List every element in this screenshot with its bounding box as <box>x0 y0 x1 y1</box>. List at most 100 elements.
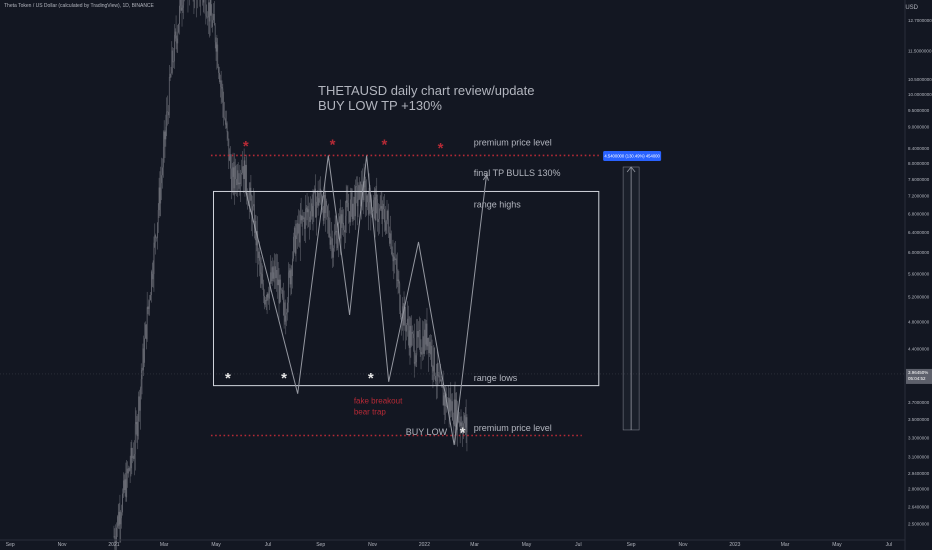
candle-body <box>239 182 241 184</box>
annotation-label: range highs <box>474 199 522 209</box>
price-tick-label: 11.5000000 <box>908 49 932 54</box>
candle-body <box>373 197 375 201</box>
candle-body <box>345 200 347 216</box>
candle-body <box>207 16 208 18</box>
candle-body <box>120 518 122 525</box>
candle-body <box>138 396 139 422</box>
candle-body <box>323 195 325 221</box>
asterisk-marker: * <box>460 425 466 442</box>
candle-body <box>284 315 286 322</box>
candle-body <box>393 256 395 262</box>
candle-body <box>448 397 450 412</box>
candle-body <box>222 88 224 103</box>
annotation-label: final TP BULLS 130% <box>474 168 561 178</box>
candle-body <box>258 251 259 259</box>
candle-body <box>355 186 356 217</box>
candle-body <box>321 194 322 208</box>
candle-body <box>454 399 456 427</box>
candle-body <box>409 325 411 348</box>
candle-body <box>248 195 250 206</box>
price-tick-label: 3.1000000 <box>908 455 930 460</box>
candle-body <box>219 72 220 82</box>
candle-body <box>282 297 284 301</box>
candle-body <box>292 258 293 277</box>
candle-body <box>179 0 181 6</box>
candle-body <box>398 279 400 284</box>
candle-body <box>164 131 166 140</box>
candle-body <box>262 283 264 288</box>
candle-body <box>310 203 312 212</box>
candle-body <box>444 395 446 407</box>
time-tick-label: 2022 <box>419 542 430 548</box>
candle-body <box>135 422 137 425</box>
candle-body <box>127 468 128 474</box>
candle-body <box>141 370 143 380</box>
candle-body <box>383 203 384 210</box>
price-tick-label: 2.9400000 <box>908 471 930 476</box>
candle-body <box>238 182 240 185</box>
candle-body <box>339 216 340 223</box>
candle-body <box>425 323 427 345</box>
candle-body <box>266 293 268 301</box>
candle-body <box>236 170 238 186</box>
projection-path <box>245 155 390 394</box>
candle-body <box>202 0 204 3</box>
candle-body <box>225 118 226 125</box>
candle-body <box>344 215 346 233</box>
candle-body <box>461 422 463 430</box>
time-tick-label: 2023 <box>729 542 740 548</box>
candle-body <box>317 192 319 206</box>
candle-body <box>322 207 323 210</box>
time-tick-label: Jul <box>265 542 271 548</box>
candle-body <box>464 415 466 428</box>
time-tick-label: Sep <box>627 542 636 548</box>
candle-body <box>350 199 351 223</box>
current-price-badge <box>906 368 932 384</box>
candle-body <box>182 5 184 8</box>
candle-body <box>313 190 315 207</box>
asterisk-marker: * <box>438 140 444 157</box>
candle-body <box>351 192 353 219</box>
candle-body <box>162 146 164 168</box>
candle-body <box>463 423 464 435</box>
candle-body <box>335 230 337 233</box>
candle-body <box>413 333 414 339</box>
candle-body <box>285 314 287 322</box>
candle-body <box>153 242 155 275</box>
candle-body <box>392 255 394 262</box>
candle-body <box>305 209 306 229</box>
candle-body <box>251 200 253 222</box>
candle-body <box>324 195 326 214</box>
price-tick-label: 2.5000000 <box>908 521 930 526</box>
candle-body <box>272 267 274 279</box>
candle-body <box>466 417 468 433</box>
candle-body <box>237 170 239 185</box>
candle-body <box>278 279 280 303</box>
candle-body <box>180 0 182 11</box>
price-tick-label: 5.6000000 <box>908 272 930 277</box>
candle-body <box>434 347 435 376</box>
candle-body <box>337 238 339 249</box>
candle-body <box>384 209 385 223</box>
candle-body <box>243 160 245 179</box>
candle-body <box>246 165 248 193</box>
candle-body <box>183 0 185 6</box>
candle-body <box>362 196 364 201</box>
candle-body <box>281 289 282 291</box>
candle-body <box>302 215 304 220</box>
candle-body <box>356 186 357 188</box>
candle-body <box>122 493 123 513</box>
candle-body <box>143 348 145 363</box>
drawings: * * * * * * * * premium price level final TP BULL… <box>0 136 905 446</box>
candle-body <box>305 207 307 210</box>
chart-title: THETAUSD daily chart review/update <box>318 83 535 98</box>
candle-body <box>438 375 440 377</box>
candle-body <box>411 331 413 346</box>
candle-body <box>273 272 275 279</box>
candle-body <box>283 300 285 316</box>
candle-body <box>279 279 281 303</box>
current-price-value: 3.96450% <box>908 370 928 375</box>
candle-body <box>134 424 136 455</box>
candle-body <box>418 329 420 332</box>
